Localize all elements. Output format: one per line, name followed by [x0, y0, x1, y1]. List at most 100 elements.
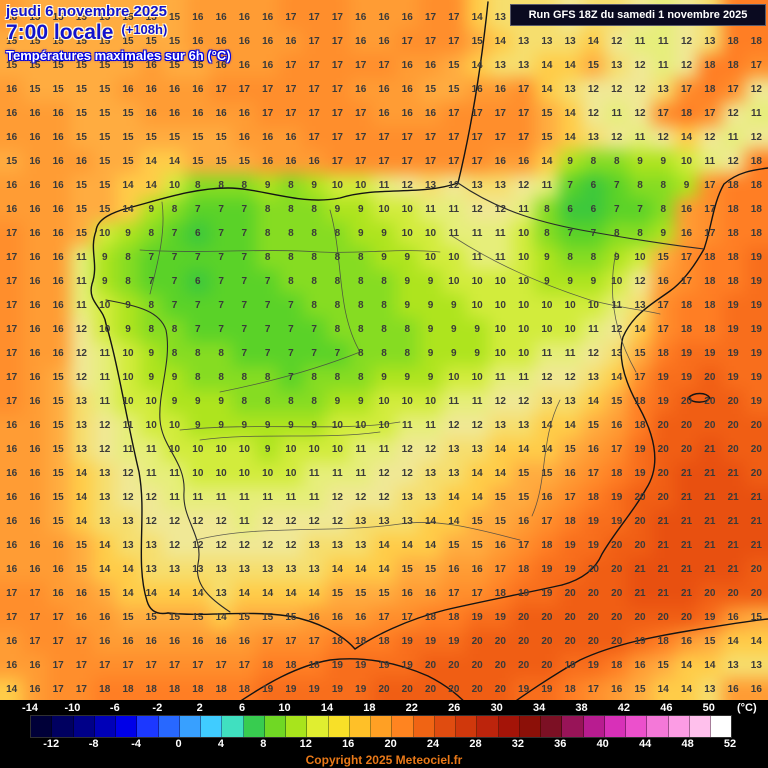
heat-cell	[139, 222, 164, 247]
heat-cell	[558, 246, 583, 271]
scale-segment	[711, 716, 732, 737]
temp-value: 18	[611, 468, 623, 479]
temp-value: 17	[680, 252, 693, 263]
temp-value: 19	[564, 660, 576, 671]
heat-cell	[465, 174, 490, 199]
temp-value: 12	[99, 420, 111, 431]
heat-cell	[418, 174, 443, 199]
heat-cell	[349, 366, 373, 391]
heat-cell	[558, 366, 583, 391]
temp-value: 17	[355, 60, 367, 71]
heat-cell	[46, 0, 71, 7]
heat-cell	[535, 342, 560, 367]
temp-value: 9	[404, 300, 411, 311]
heat-cell	[395, 174, 420, 199]
temp-value: 16	[238, 12, 250, 23]
temp-value: 15	[424, 564, 437, 575]
temp-value: 16	[471, 84, 483, 95]
heat-cell	[744, 414, 768, 439]
heat-cell	[651, 270, 676, 295]
temp-value: 16	[52, 252, 64, 263]
temp-value: 11	[192, 492, 204, 503]
temp-value: 12	[378, 492, 390, 503]
temp-value: 18	[308, 660, 320, 671]
temp-value: 15	[99, 132, 111, 143]
temp-value: 17	[238, 84, 250, 95]
temp-value: 14	[262, 588, 274, 599]
heat-cell	[116, 174, 141, 199]
heat-cell	[558, 102, 583, 127]
heat-cell	[721, 78, 746, 103]
temp-value: 11	[99, 372, 111, 383]
heat-cell	[162, 342, 187, 367]
temp-value: 14	[238, 588, 250, 599]
heat-cell	[744, 78, 768, 103]
temp-value: 9	[241, 420, 248, 431]
copyright-link[interactable]: Copyright 2025 Meteociel.fr	[305, 753, 463, 767]
heat-cell	[721, 318, 746, 343]
scale-segment	[541, 716, 563, 737]
temp-value: 7	[334, 348, 341, 359]
temp-value: 8	[241, 372, 248, 383]
temp-value: 7	[241, 324, 248, 335]
heat-cell	[674, 102, 699, 127]
heat-cell	[69, 6, 94, 31]
heat-cell	[651, 174, 676, 199]
heat-cell	[93, 270, 117, 295]
temp-value: 17	[424, 156, 437, 167]
heat-cell	[488, 246, 513, 271]
temp-value: 8	[567, 252, 573, 263]
temp-value: 14	[704, 660, 716, 671]
temp-value: 10	[168, 420, 181, 431]
temp-value: 16	[29, 540, 41, 551]
heat-cell	[372, 6, 397, 31]
heat-cell	[581, 150, 606, 175]
heat-cell	[418, 342, 443, 367]
temp-value: 14	[355, 564, 367, 575]
temp-value: 20	[750, 468, 762, 479]
heat-cell	[581, 102, 606, 127]
heat-cell	[93, 318, 117, 343]
heat-cell	[372, 270, 397, 295]
scale-label: 46	[660, 702, 673, 714]
temp-value: 15	[541, 108, 553, 119]
temp-value: 7	[288, 324, 294, 335]
temp-value: 17	[75, 660, 87, 671]
heat-cell	[721, 150, 746, 175]
heat-cell	[46, 102, 71, 127]
heat-cell	[581, 342, 606, 367]
temp-value: 19	[331, 684, 343, 695]
temp-value: 18	[611, 660, 623, 671]
temp-value: 8	[357, 276, 364, 287]
heat-cell	[23, 246, 48, 271]
heat-cell	[46, 54, 71, 79]
heat-cell	[512, 174, 536, 199]
heat-cell	[651, 78, 676, 103]
temp-value: 19	[448, 636, 460, 647]
temp-value: 19	[355, 684, 367, 695]
heat-cell	[581, 294, 606, 319]
temp-value: 20	[750, 420, 762, 431]
temp-value: 15	[75, 84, 87, 95]
temp-value: 14	[285, 588, 297, 599]
temp-value: 10	[308, 444, 320, 455]
heat-cell	[558, 318, 583, 343]
heat-cell	[418, 30, 443, 55]
heat-cell	[605, 126, 629, 151]
temp-value: 16	[145, 636, 157, 647]
temp-value: 20	[448, 684, 460, 695]
temp-value: 18	[750, 156, 762, 167]
temp-value: 16	[29, 444, 41, 455]
heat-cell	[418, 102, 443, 127]
temp-value: 7	[241, 276, 248, 287]
temp-value: 16	[331, 612, 343, 623]
temp-value: 18	[750, 180, 762, 191]
temp-value: 7	[264, 348, 271, 359]
scale-label: 34	[532, 702, 546, 714]
heat-cell	[23, 270, 48, 295]
temp-value: 17	[355, 108, 367, 119]
temp-value: 8	[311, 228, 317, 239]
temp-value: 11	[588, 324, 599, 335]
